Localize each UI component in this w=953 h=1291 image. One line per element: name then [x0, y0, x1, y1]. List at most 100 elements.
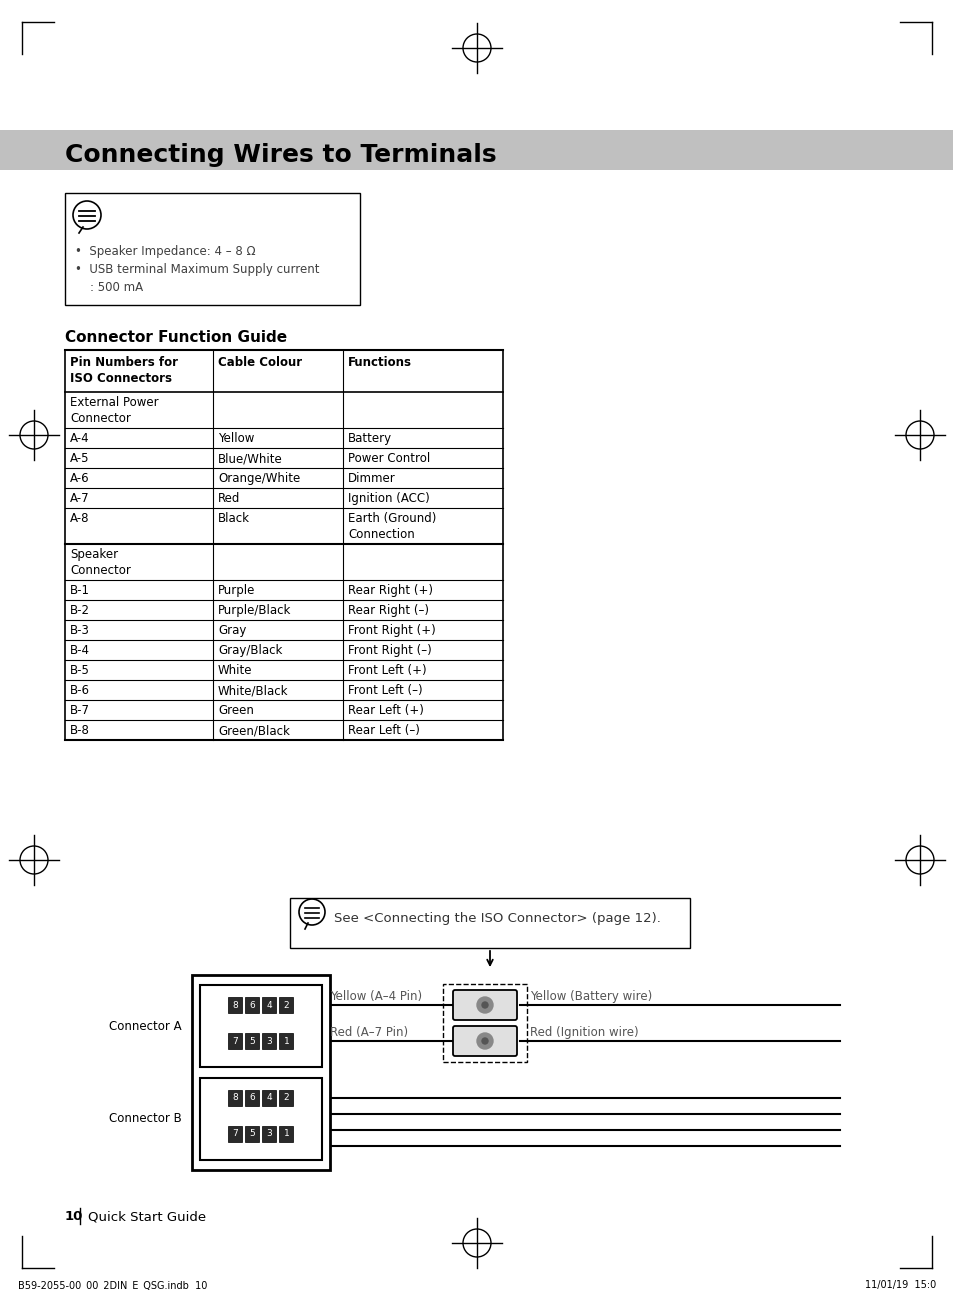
Text: Yellow: Yellow [218, 432, 254, 445]
Text: 4: 4 [267, 1093, 272, 1103]
Text: Battery: Battery [348, 432, 392, 445]
Text: : 500 mA: : 500 mA [75, 281, 143, 294]
Text: B-7: B-7 [70, 704, 90, 717]
Text: Power Control: Power Control [348, 452, 430, 465]
Text: Gray: Gray [218, 624, 246, 636]
Bar [262, 1090, 276, 1106]
Text: B-1: B-1 [70, 584, 90, 596]
Text: A-4: A-4 [70, 432, 90, 445]
Text: Green: Green [218, 704, 253, 717]
Text: Rear Right (+): Rear Right (+) [348, 584, 433, 596]
Text: 5: 5 [250, 1037, 255, 1046]
Text: 8: 8 [233, 1001, 238, 1010]
Bar [229, 1033, 242, 1050]
Bar [200, 985, 322, 1066]
Text: 1: 1 [283, 1130, 289, 1139]
Text: Blue/White: Blue/White [218, 452, 282, 465]
Bar [262, 997, 276, 1013]
Bar [279, 1090, 294, 1106]
Text: B-6: B-6 [70, 684, 90, 697]
Text: Front Right (+): Front Right (+) [348, 624, 436, 636]
Text: 11/01/19  15:0: 11/01/19 15:0 [863, 1279, 935, 1290]
Text: Black: Black [218, 513, 250, 525]
Text: Red: Red [218, 492, 240, 505]
Text: 8: 8 [233, 1093, 238, 1103]
Circle shape [481, 1038, 488, 1044]
Text: Rear Right (–): Rear Right (–) [348, 604, 429, 617]
Text: 2: 2 [283, 1093, 289, 1103]
Text: B-8: B-8 [70, 724, 90, 737]
Text: Yellow (Battery wire): Yellow (Battery wire) [530, 990, 652, 1003]
Bar [442, 984, 526, 1062]
Text: Red (A–7 Pin): Red (A–7 Pin) [330, 1026, 408, 1039]
Bar [229, 1090, 242, 1106]
Text: Earth (Ground)
Connection: Earth (Ground) Connection [348, 513, 436, 541]
Bar [65, 192, 359, 305]
Text: Cable Colour: Cable Colour [218, 356, 302, 369]
Bar [279, 1126, 294, 1143]
Text: B-4: B-4 [70, 644, 90, 657]
Text: •  Speaker Impedance: 4 – 8 Ω: • Speaker Impedance: 4 – 8 Ω [75, 245, 255, 258]
Text: Front Right (–): Front Right (–) [348, 644, 432, 657]
Text: Orange/White: Orange/White [218, 473, 300, 485]
Bar [192, 975, 330, 1170]
Text: A-7: A-7 [70, 492, 90, 505]
Text: Connector B: Connector B [110, 1113, 182, 1126]
Text: Purple/Black: Purple/Black [218, 604, 291, 617]
Text: B-2: B-2 [70, 604, 90, 617]
Text: 6: 6 [250, 1001, 255, 1010]
Text: A-6: A-6 [70, 473, 90, 485]
Text: Purple: Purple [218, 584, 255, 596]
Bar [290, 899, 689, 948]
Circle shape [481, 1002, 488, 1008]
Text: B-3: B-3 [70, 624, 90, 636]
Text: 7: 7 [233, 1130, 238, 1139]
Text: A-8: A-8 [70, 513, 90, 525]
Text: Pin Numbers for
ISO Connectors: Pin Numbers for ISO Connectors [70, 356, 178, 385]
Bar [245, 997, 259, 1013]
Bar [245, 1126, 259, 1143]
Text: Ignition (ACC): Ignition (ACC) [348, 492, 429, 505]
Circle shape [476, 997, 493, 1013]
Text: Red (Ignition wire): Red (Ignition wire) [530, 1026, 638, 1039]
Text: 3: 3 [266, 1037, 273, 1046]
Text: 6: 6 [250, 1093, 255, 1103]
Text: Gray/Black: Gray/Black [218, 644, 282, 657]
Text: Connecting Wires to Terminals: Connecting Wires to Terminals [65, 143, 497, 167]
Text: White/Black: White/Black [218, 684, 288, 697]
FancyBboxPatch shape [453, 990, 517, 1020]
Text: 4: 4 [267, 1001, 272, 1010]
Text: See <Connecting the ISO Connector> (page 12).: See <Connecting the ISO Connector> (page… [334, 911, 660, 924]
Text: Yellow (A–4 Pin): Yellow (A–4 Pin) [330, 990, 421, 1003]
Text: Green/Black: Green/Black [218, 724, 290, 737]
Bar [245, 1033, 259, 1050]
Text: 10: 10 [65, 1210, 83, 1223]
Text: Dimmer: Dimmer [348, 473, 395, 485]
Text: Rear Left (+): Rear Left (+) [348, 704, 423, 717]
Bar [279, 1033, 294, 1050]
Bar [0, 130, 953, 170]
Text: 7: 7 [233, 1037, 238, 1046]
Text: Connector A: Connector A [110, 1020, 182, 1033]
Bar [262, 1033, 276, 1050]
Text: Speaker
Connector: Speaker Connector [70, 547, 131, 577]
Text: B-5: B-5 [70, 664, 90, 676]
Text: B59-2055-00_00_2DIN_E_QSG.indb  10: B59-2055-00_00_2DIN_E_QSG.indb 10 [18, 1279, 207, 1291]
Text: Rear Left (–): Rear Left (–) [348, 724, 419, 737]
FancyBboxPatch shape [453, 1026, 517, 1056]
Text: 1: 1 [283, 1037, 289, 1046]
Text: •  USB terminal Maximum Supply current: • USB terminal Maximum Supply current [75, 263, 319, 276]
Text: Connector Function Guide: Connector Function Guide [65, 330, 287, 345]
Text: External Power
Connector: External Power Connector [70, 396, 158, 425]
Text: 3: 3 [266, 1130, 273, 1139]
Text: Front Left (–): Front Left (–) [348, 684, 422, 697]
Bar [229, 997, 242, 1013]
Circle shape [476, 1033, 493, 1050]
Bar [245, 1090, 259, 1106]
Bar [200, 1078, 322, 1161]
Text: 2: 2 [283, 1001, 289, 1010]
Bar [65, 350, 502, 392]
Bar [229, 1126, 242, 1143]
Text: Front Left (+): Front Left (+) [348, 664, 426, 676]
Text: Quick Start Guide: Quick Start Guide [88, 1210, 206, 1223]
